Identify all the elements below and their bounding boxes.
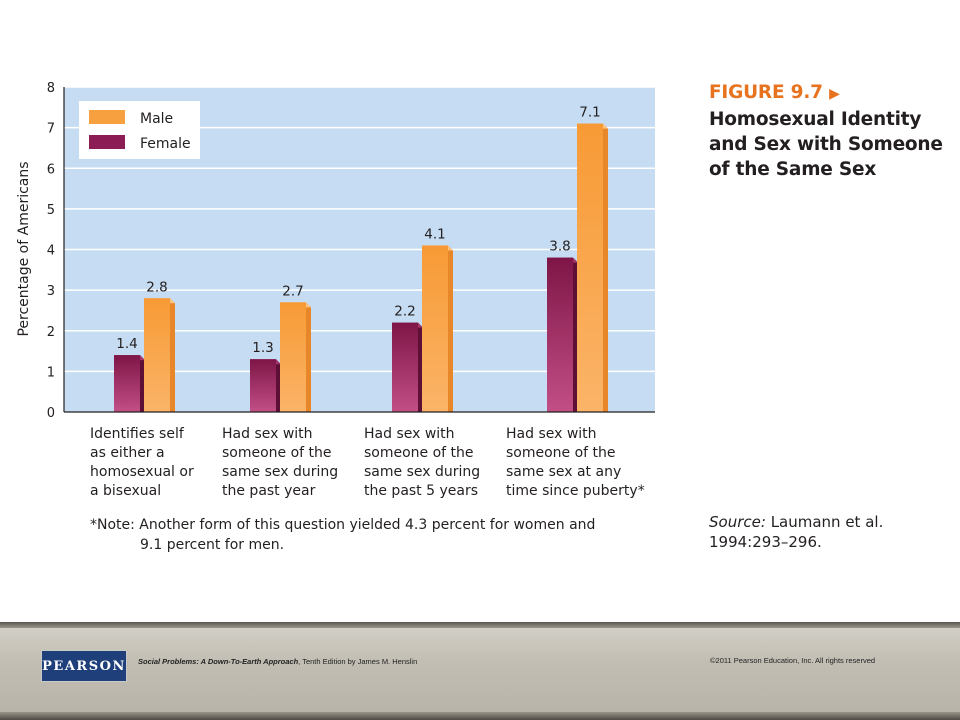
book-credit: Social Problems: A Down-To-Earth Approac… — [138, 657, 417, 666]
category-label-4: Had sex with someone of the same sex at … — [506, 426, 645, 499]
bar-side-male-4 — [603, 123, 608, 412]
value-label-male-4: 7.1 — [579, 105, 600, 121]
footnote-line-1: *Note: Another form of this question yie… — [90, 517, 596, 533]
footnote-line-2: 9.1 percent for men. — [140, 537, 285, 553]
y-axis-ticks: 0 1 2 3 4 5 6 7 8 — [47, 81, 55, 421]
value-label-male-1: 2.8 — [146, 279, 167, 295]
bar-male-2 — [280, 302, 306, 412]
source-text: Laumann et al. 1994:293–296. — [709, 513, 884, 551]
legend-label-female: Female — [140, 136, 191, 152]
bar-side-male-3 — [448, 245, 453, 412]
value-label-female-2: 1.3 — [252, 340, 273, 356]
bar-side-female-2 — [276, 359, 281, 412]
footnote: *Note: Another form of this question yie… — [90, 515, 650, 555]
value-label-male-2: 2.7 — [282, 283, 303, 299]
figure-number: FIGURE 9.7 — [709, 82, 823, 103]
bar-side-male-2 — [306, 302, 311, 412]
triangle-arrow-icon: ▶ — [829, 86, 840, 102]
legend-label-male: Male — [140, 111, 173, 127]
y-tick-label-0: 0 — [47, 406, 55, 421]
y-tick-label-8: 8 — [47, 81, 55, 96]
category-label-1: Identifies self as either a homosexual o… — [90, 426, 194, 499]
y-tick-label-1: 1 — [47, 365, 55, 380]
bar-female-4 — [547, 257, 573, 412]
bars — [114, 123, 608, 412]
legend: Male Female — [79, 101, 200, 159]
bar-female-1 — [114, 355, 140, 412]
bar-female-2 — [250, 359, 276, 412]
source-citation: Source: Laumann et al. 1994:293–296. — [709, 512, 949, 552]
bar-side-female-1 — [140, 355, 145, 412]
category-label-2: Had sex with someone of the same sex dur… — [222, 426, 339, 499]
legend-swatch-female — [89, 135, 125, 149]
source-label: Source: — [709, 513, 766, 531]
copyright-text: ©2011 Pearson Education, Inc. All rights… — [710, 656, 876, 665]
value-labels: 1.4 1.3 2.2 3.8 2.8 2.7 4.1 7.1 — [116, 105, 600, 357]
y-tick-label-6: 6 — [47, 162, 55, 177]
y-tick-label-2: 2 — [47, 325, 55, 340]
bar-side-female-4 — [573, 257, 578, 412]
bar-male-1 — [144, 298, 170, 412]
figure-title: FIGURE 9.7 ▶ Homosexual Identity and Sex… — [709, 80, 959, 182]
footer-bar — [0, 622, 960, 720]
value-label-female-3: 2.2 — [394, 304, 415, 320]
value-label-female-1: 1.4 — [116, 336, 137, 352]
y-tick-label-5: 5 — [47, 203, 55, 218]
bar-chart: 0 1 2 3 4 5 6 7 8 1.4 1.3 2.2 3.8 2.8 2.7 4.1 7.1 Perce… — [16, 81, 655, 421]
bar-male-4 — [577, 123, 603, 412]
y-axis-label: Percentage of Americans — [16, 161, 32, 336]
y-tick-label-7: 7 — [47, 122, 55, 137]
bar-side-female-3 — [418, 322, 423, 412]
legend-swatch-male — [89, 110, 125, 124]
book-title: Social Problems: A Down-To-Earth Approac… — [138, 657, 299, 666]
book-edition: , Tenth Edition by James M. Henslin — [298, 657, 418, 666]
figure-title-text: Homosexual Identity and Sex with Someone… — [709, 109, 943, 180]
value-label-male-3: 4.1 — [424, 226, 445, 242]
bar-female-3 — [392, 322, 418, 412]
pearson-logo: PEARSON — [41, 650, 127, 682]
y-tick-label-4: 4 — [47, 244, 55, 259]
bar-side-male-1 — [170, 298, 175, 412]
category-label-3: Had sex with someone of the same sex dur… — [364, 426, 481, 499]
bar-male-3 — [422, 245, 448, 412]
value-label-female-4: 3.8 — [549, 239, 570, 255]
y-tick-label-3: 3 — [47, 284, 55, 299]
